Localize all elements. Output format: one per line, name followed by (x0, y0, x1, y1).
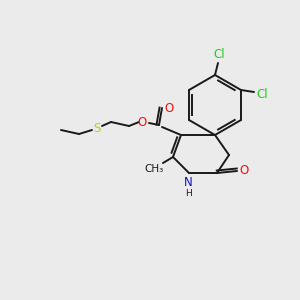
Text: CH₃: CH₃ (144, 164, 164, 174)
Text: Cl: Cl (213, 47, 225, 61)
Text: Cl: Cl (256, 88, 268, 100)
Text: N: N (184, 176, 192, 190)
Text: H: H (184, 188, 191, 197)
Text: O: O (137, 116, 147, 128)
Text: S: S (93, 122, 101, 134)
Text: O: O (164, 101, 174, 115)
Text: O: O (239, 164, 249, 178)
